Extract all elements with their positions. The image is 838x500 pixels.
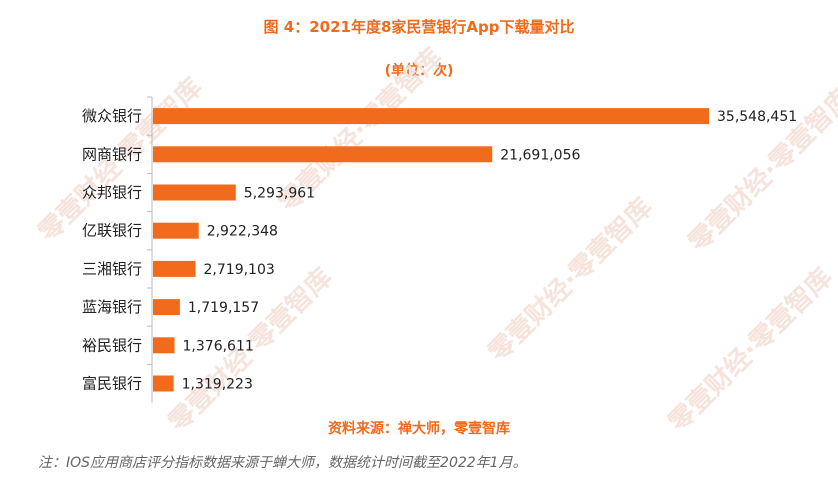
bar <box>153 375 174 392</box>
data-label: 1,319,223 <box>182 377 253 393</box>
category-label: 众邦银行 <box>82 184 142 202</box>
chart-title: 图 4：2021年度8家民营银行App下载量对比 <box>263 18 575 36</box>
category-label: 网商银行 <box>82 145 142 163</box>
source-note: 资料来源：禅大师，零壹智库 <box>328 421 510 437</box>
bar <box>153 299 180 316</box>
bar <box>153 337 175 354</box>
bar <box>153 146 493 163</box>
data-label: 2,719,103 <box>204 262 275 278</box>
data-label: 1,376,611 <box>183 338 254 354</box>
footnote: 注：IOS应用商店评分指标数据来源于蝉大师，数据统计时间截至2022年1月。 <box>38 455 527 471</box>
category-label: 富民银行 <box>82 375 142 393</box>
bar <box>153 222 199 239</box>
data-label: 21,691,056 <box>500 147 580 163</box>
bar <box>153 108 709 125</box>
data-label: 2,922,348 <box>207 224 278 240</box>
category-label: 微众银行 <box>82 107 142 125</box>
category-label: 三湘银行 <box>82 260 142 278</box>
category-label: 裕民银行 <box>82 336 142 354</box>
category-label: 蓝海银行 <box>82 298 142 316</box>
data-label: 1,719,157 <box>188 300 259 316</box>
chart-subtitle: (单位：次) <box>384 63 454 79</box>
category-label: 亿联银行 <box>82 222 142 240</box>
data-label: 35,548,451 <box>717 109 797 125</box>
bar <box>153 260 196 277</box>
data-label: 5,293,961 <box>244 186 315 202</box>
bar <box>153 184 236 201</box>
